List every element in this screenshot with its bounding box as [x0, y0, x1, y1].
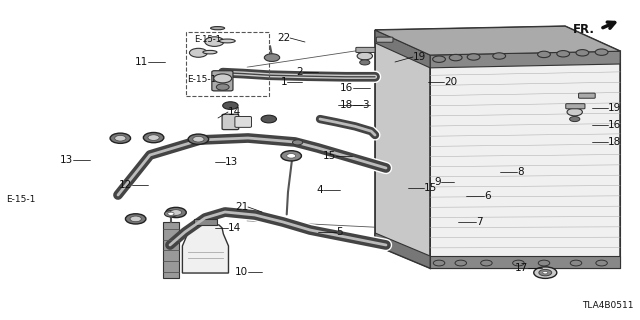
Circle shape	[193, 136, 204, 142]
FancyBboxPatch shape	[222, 114, 239, 130]
Text: 13: 13	[60, 155, 73, 165]
Circle shape	[357, 52, 372, 60]
Text: 17: 17	[515, 263, 528, 273]
Text: 1: 1	[280, 77, 287, 87]
Circle shape	[130, 216, 141, 222]
Text: FR.: FR.	[573, 23, 595, 36]
Circle shape	[538, 260, 550, 266]
Circle shape	[205, 37, 224, 46]
Circle shape	[433, 56, 445, 62]
Text: E-15-1: E-15-1	[6, 195, 36, 204]
Polygon shape	[375, 26, 620, 55]
Text: 9: 9	[435, 177, 441, 187]
Text: E-15-1: E-15-1	[187, 75, 216, 84]
Circle shape	[557, 51, 570, 57]
Text: 15: 15	[424, 183, 437, 193]
FancyBboxPatch shape	[376, 37, 393, 42]
Ellipse shape	[203, 51, 217, 54]
Circle shape	[467, 54, 480, 60]
FancyBboxPatch shape	[235, 116, 252, 127]
Text: 15: 15	[323, 151, 336, 161]
Circle shape	[164, 211, 177, 217]
Text: TLA4B0511: TLA4B0511	[582, 301, 634, 310]
Text: 13: 13	[225, 157, 238, 167]
Circle shape	[433, 260, 445, 266]
Text: E-15-1: E-15-1	[194, 35, 221, 44]
Circle shape	[143, 132, 164, 143]
Text: 7: 7	[476, 217, 483, 227]
Polygon shape	[430, 256, 620, 268]
Circle shape	[110, 133, 131, 143]
Circle shape	[261, 115, 276, 123]
Circle shape	[125, 214, 146, 224]
Text: 16: 16	[608, 120, 621, 130]
Text: 11: 11	[135, 57, 148, 67]
Circle shape	[513, 260, 524, 266]
Text: 18: 18	[340, 100, 353, 110]
Circle shape	[576, 50, 589, 56]
Circle shape	[596, 260, 607, 266]
Circle shape	[223, 102, 238, 109]
Circle shape	[287, 154, 296, 158]
Circle shape	[115, 135, 126, 141]
Text: 4: 4	[316, 185, 323, 195]
Polygon shape	[194, 219, 217, 225]
Circle shape	[292, 140, 303, 145]
Polygon shape	[163, 222, 179, 278]
Circle shape	[567, 108, 582, 116]
FancyBboxPatch shape	[212, 71, 233, 91]
Text: 6: 6	[484, 191, 491, 201]
Polygon shape	[375, 30, 430, 68]
Circle shape	[534, 267, 557, 278]
Circle shape	[264, 54, 280, 61]
Text: 5: 5	[336, 227, 342, 237]
Circle shape	[188, 134, 209, 144]
Circle shape	[214, 74, 232, 83]
Polygon shape	[375, 26, 620, 55]
Circle shape	[570, 116, 580, 122]
Polygon shape	[430, 51, 620, 268]
Circle shape	[455, 260, 467, 266]
Polygon shape	[182, 225, 228, 273]
Circle shape	[281, 151, 301, 161]
Circle shape	[449, 54, 462, 61]
Circle shape	[539, 269, 552, 276]
Circle shape	[168, 212, 174, 215]
Text: 14: 14	[228, 107, 241, 117]
Circle shape	[543, 271, 548, 274]
FancyBboxPatch shape	[356, 47, 375, 52]
Text: 12: 12	[119, 180, 132, 190]
Circle shape	[538, 51, 550, 58]
Text: 22: 22	[276, 33, 290, 43]
Polygon shape	[430, 51, 620, 68]
Text: 3: 3	[362, 100, 369, 110]
Ellipse shape	[211, 27, 225, 30]
Circle shape	[189, 48, 207, 57]
Circle shape	[360, 60, 370, 65]
Ellipse shape	[219, 39, 236, 43]
Text: 19: 19	[413, 52, 426, 62]
Circle shape	[166, 207, 186, 218]
Text: 20: 20	[444, 77, 457, 87]
Circle shape	[570, 260, 582, 266]
Circle shape	[595, 49, 608, 55]
Polygon shape	[375, 30, 430, 268]
Polygon shape	[375, 233, 430, 268]
Text: 2: 2	[296, 67, 303, 77]
Circle shape	[216, 84, 229, 90]
Text: 14: 14	[228, 223, 241, 233]
Text: 19: 19	[608, 103, 621, 113]
FancyBboxPatch shape	[566, 104, 585, 109]
Text: 10: 10	[235, 267, 248, 277]
Text: 8: 8	[517, 167, 524, 177]
Text: 21: 21	[235, 202, 248, 212]
Text: 16: 16	[340, 83, 353, 93]
FancyBboxPatch shape	[579, 93, 595, 98]
Circle shape	[148, 135, 159, 140]
Text: 18: 18	[608, 137, 621, 147]
Circle shape	[170, 210, 182, 215]
Circle shape	[481, 260, 492, 266]
Circle shape	[493, 53, 506, 59]
